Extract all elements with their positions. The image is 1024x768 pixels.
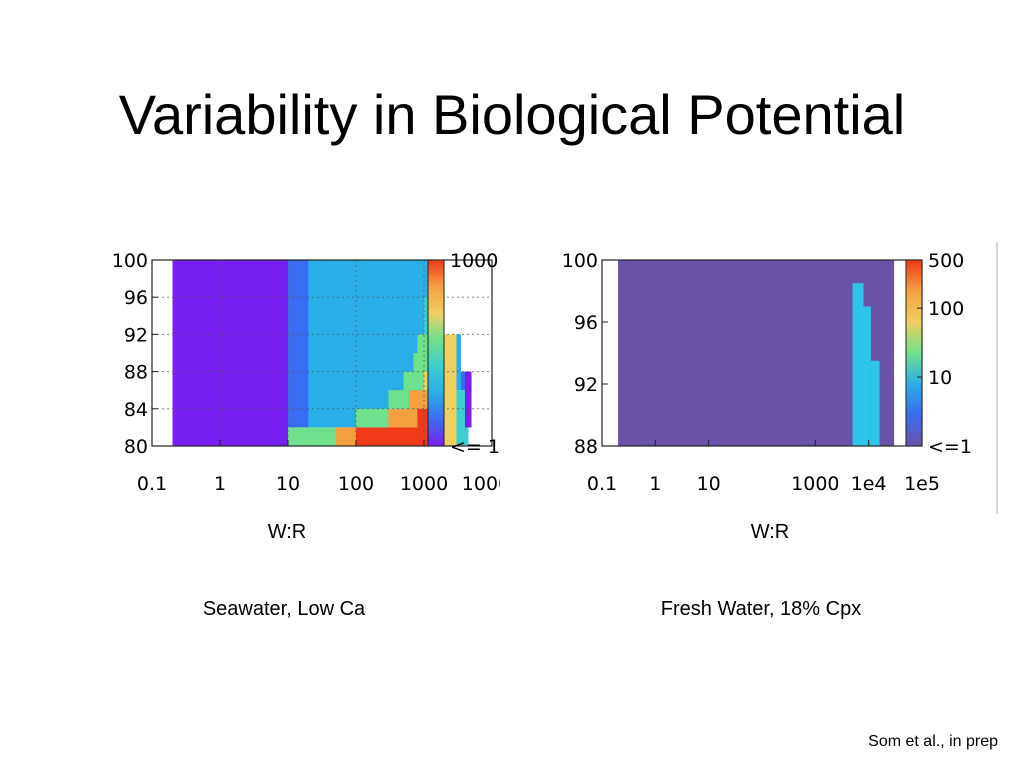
caption-right: Fresh Water, 18% Cpx <box>660 598 862 620</box>
x-tick-label: 10 <box>276 473 300 495</box>
x-tick-label: 1 <box>649 473 661 495</box>
citation: Som et al., in prep <box>868 733 998 750</box>
heatmap-cell <box>356 408 389 428</box>
plot-frame <box>151 259 493 447</box>
heatmap-cell <box>456 334 461 391</box>
colorbar <box>427 259 445 447</box>
heatmap-cell <box>456 390 469 446</box>
colorbar-label: 100 <box>928 298 964 320</box>
heatmap-cell <box>388 408 418 428</box>
heatmap-cell <box>870 360 880 446</box>
xlabel-right: W:R <box>750 521 790 543</box>
heatmap-cell <box>403 371 424 391</box>
x-tick-label: 1000 <box>400 473 448 495</box>
y-tick-label: 88 <box>124 362 148 384</box>
heatmap-cell <box>852 283 864 446</box>
heatmap-cell <box>288 260 309 428</box>
heatmap-cell <box>444 334 457 446</box>
x-tick-label: 10 <box>697 473 721 495</box>
slide-title: Variability in Biological Potential <box>118 83 906 146</box>
colorbar-label: <=1 <box>928 436 972 458</box>
y-tick-label: 92 <box>124 324 148 346</box>
y-tick-label: 100 <box>112 250 148 272</box>
y-tick-label: 100 <box>562 250 598 272</box>
y-tick-label: 88 <box>574 436 598 458</box>
heatmap-cell <box>356 427 445 446</box>
heatmap-cell <box>288 427 336 446</box>
y-tick-label: 96 <box>124 287 148 309</box>
y-tick-label: 92 <box>574 374 598 396</box>
xlabel-left: W:R <box>267 521 307 543</box>
colorbar-label: 1000 <box>450 250 498 272</box>
x-tick-label: 10000 <box>462 473 500 495</box>
x-tick-label: 1e5 <box>904 473 940 495</box>
heatmap-cell <box>460 371 469 391</box>
colorbar-label: 10 <box>928 367 952 389</box>
colorbar-label: <= 1 <box>450 436 500 458</box>
x-tick-label: 0.1 <box>137 473 167 495</box>
caption-left: Seawater, Low Ca <box>202 598 366 620</box>
y-tick-label: 80 <box>124 436 148 458</box>
heatmap-cell <box>172 260 288 446</box>
x-tick-label: 100 <box>338 473 374 495</box>
x-tick-label: 1 <box>214 473 226 495</box>
x-tick-label: 0.1 <box>587 473 617 495</box>
heatmap-cell <box>413 353 430 372</box>
colorbar-label: 500 <box>928 250 964 272</box>
heatmap-cell <box>388 390 409 409</box>
heatmap-cell <box>863 306 871 446</box>
slide-edge-divider <box>996 242 998 514</box>
x-tick-label: 1e4 <box>851 473 887 495</box>
y-tick-label: 84 <box>124 399 148 421</box>
heatmap-cell <box>335 427 356 446</box>
y-tick-label: 96 <box>574 312 598 334</box>
heatmap-fresh-water-cpx: 88 92 96 100 0.1 1 10 1000 1e4 1e5 500 100 10 <=1 <box>562 250 972 495</box>
x-tick-label: 1000 <box>791 473 839 495</box>
colorbar <box>905 259 923 447</box>
heatmap-cell <box>464 371 472 428</box>
heatmap-cell <box>618 260 895 446</box>
